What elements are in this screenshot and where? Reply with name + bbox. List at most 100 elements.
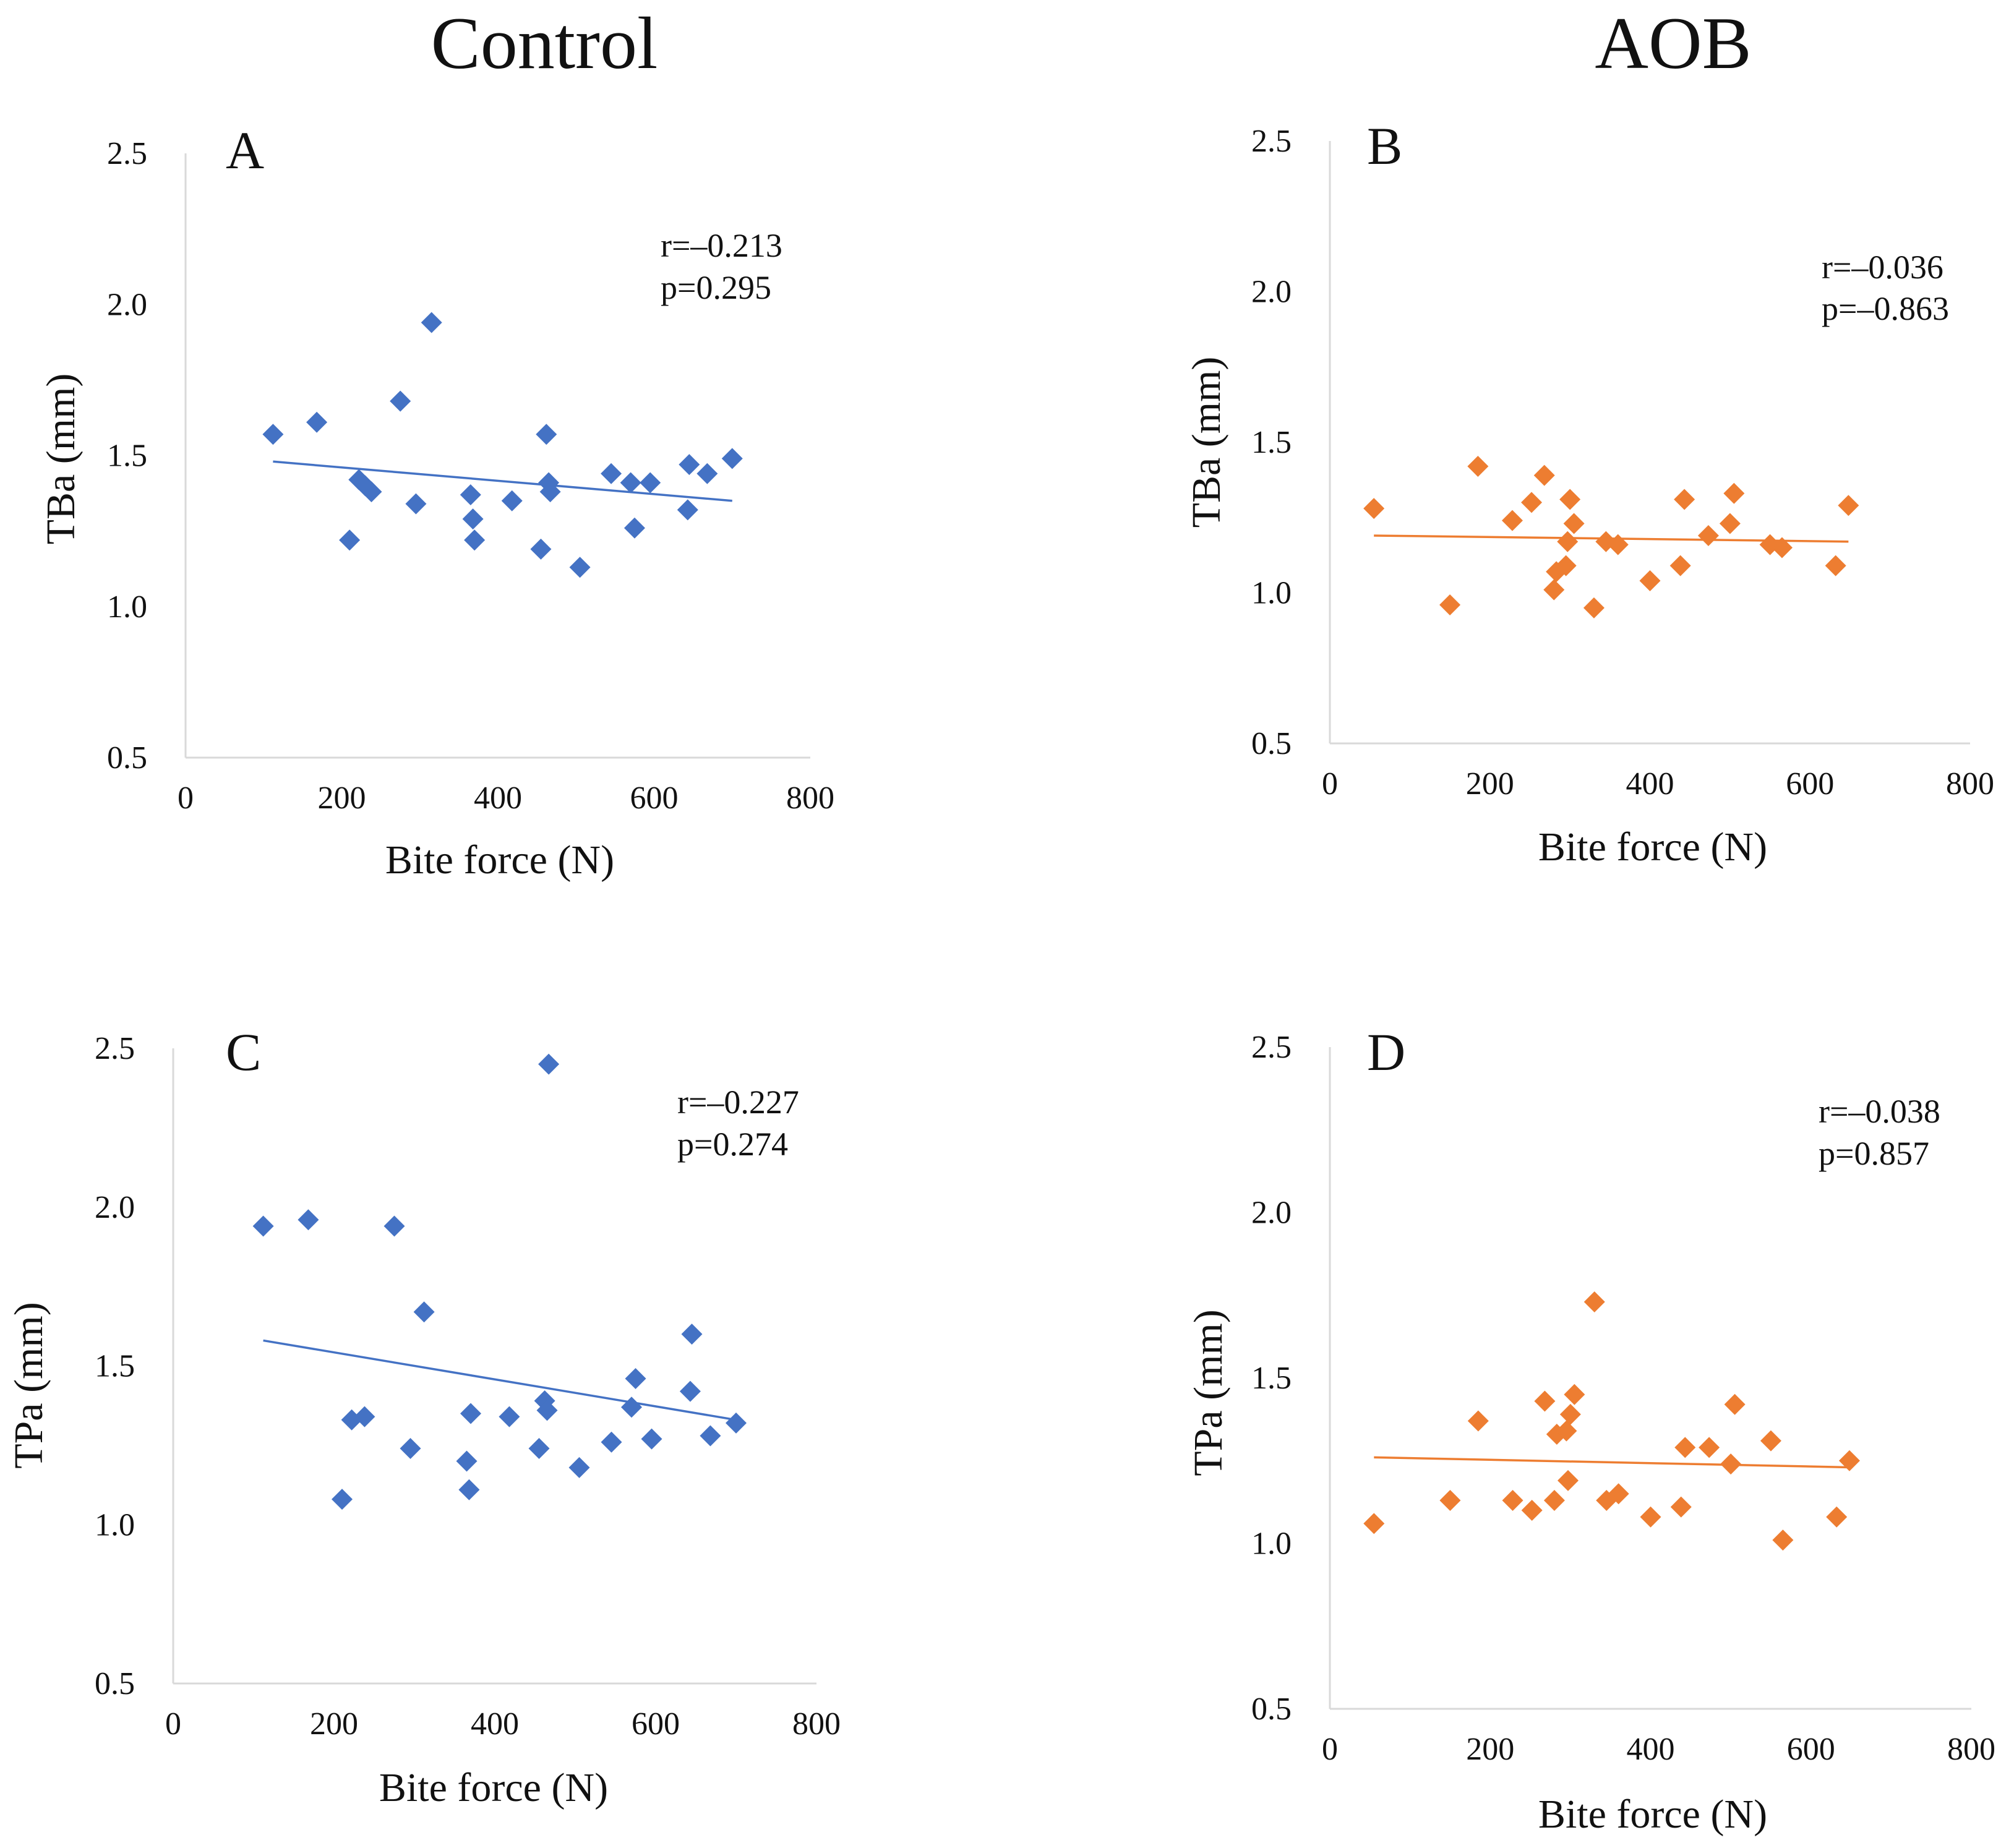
data-point xyxy=(601,463,622,484)
x-tick-label: 800 xyxy=(792,1706,841,1742)
y-axis-title: TPa (mm) xyxy=(6,1302,51,1468)
data-point xyxy=(1697,524,1719,546)
data-point xyxy=(1720,1453,1742,1475)
plot-area: 0 200 400 600 800 0.5 1.0 1.5 2.0 2.5 xyxy=(1251,1030,1995,1767)
panel-b: B r=–0.036 p=–0.863 Bite force (N) TBa (… xyxy=(1184,116,1994,870)
data-point xyxy=(252,1215,274,1237)
data-point xyxy=(1699,1437,1720,1458)
data-point xyxy=(1674,1437,1696,1458)
data-point xyxy=(1838,495,1859,516)
data-point xyxy=(361,481,382,503)
data-point xyxy=(1670,1496,1692,1518)
y-tick-label: 2.5 xyxy=(1251,124,1292,159)
panel-label: C xyxy=(226,1022,261,1082)
x-tick-label: 600 xyxy=(1787,1732,1835,1767)
r-value: r=–0.227 xyxy=(677,1084,799,1121)
data-point xyxy=(390,390,411,412)
x-tick-label: 400 xyxy=(1626,766,1674,802)
data-point xyxy=(1639,570,1661,592)
data-point xyxy=(1724,1393,1746,1415)
data-point xyxy=(569,557,591,578)
data-point xyxy=(1559,489,1581,510)
data-point xyxy=(458,1479,480,1500)
y-tick-label: 1.5 xyxy=(107,438,147,474)
data-point xyxy=(1559,1403,1581,1425)
r-value: r=–0.213 xyxy=(661,227,782,264)
trendline xyxy=(1374,1456,1850,1469)
data-point xyxy=(536,1400,558,1421)
y-axis-title: TBa (mm) xyxy=(1184,357,1229,528)
data-point xyxy=(1719,513,1741,534)
data-point xyxy=(700,1425,721,1447)
x-tick-label: 0 xyxy=(165,1706,181,1742)
y-tick-label: 2.5 xyxy=(1251,1030,1292,1065)
data-point xyxy=(501,490,523,511)
data-point xyxy=(460,484,481,506)
data-point xyxy=(1439,1489,1461,1511)
data-point xyxy=(539,481,561,503)
data-point xyxy=(1521,1500,1543,1521)
data-point xyxy=(405,493,427,515)
y-tick-label: 2.5 xyxy=(95,1031,135,1066)
data-point xyxy=(1838,1450,1860,1471)
data-point xyxy=(1467,455,1489,477)
y-tick-label: 0.5 xyxy=(95,1666,135,1701)
data-point xyxy=(298,1209,319,1231)
data-point xyxy=(1557,1469,1579,1491)
data-point xyxy=(1534,1390,1556,1412)
panel-a: A r=–0.213 p=0.295 Bite force (N) TBa (m… xyxy=(38,121,834,883)
data-point xyxy=(1771,537,1793,558)
plot-area: 0 200 400 600 800 0.5 1.0 1.5 2.0 2.5 xyxy=(95,1031,841,1742)
y-tick-label: 1.0 xyxy=(1251,1526,1292,1562)
p-value: p=0.857 xyxy=(1819,1135,1929,1172)
data-point xyxy=(1723,482,1745,504)
data-point xyxy=(1467,1410,1489,1432)
x-tick-label: 0 xyxy=(1322,1732,1338,1767)
data-point xyxy=(568,1457,590,1478)
data-point xyxy=(462,508,484,530)
data-point xyxy=(1583,1291,1605,1312)
data-point xyxy=(1543,1489,1565,1511)
data-point xyxy=(306,411,328,433)
data-point xyxy=(1543,579,1565,601)
panel-label: A xyxy=(226,121,264,180)
data-point xyxy=(1557,531,1579,552)
plot-area: 0 200 400 600 800 0.5 1.0 1.5 2.0 2.5 xyxy=(1251,124,1994,802)
r-value: r=–0.038 xyxy=(1819,1093,1940,1130)
data-point xyxy=(1674,489,1695,510)
column-title-control: Control xyxy=(431,2,658,84)
y-tick-label: 2.0 xyxy=(107,287,147,322)
data-point xyxy=(623,517,645,539)
data-point xyxy=(621,1397,642,1418)
data-point xyxy=(1607,534,1629,555)
column-title-aob: AOB xyxy=(1595,2,1751,84)
y-tick-label: 2.0 xyxy=(1251,1196,1292,1231)
data-point xyxy=(620,472,641,494)
panel-label: B xyxy=(1367,116,1402,176)
y-tick-label: 2.0 xyxy=(95,1190,135,1225)
y-tick-label: 0.5 xyxy=(1251,726,1292,761)
x-axis-title: Bite force (N) xyxy=(1538,1792,1767,1837)
x-tick-label: 200 xyxy=(318,781,366,816)
data-point xyxy=(1826,1506,1848,1528)
data-point xyxy=(1439,594,1461,615)
x-tick-label: 400 xyxy=(471,1706,519,1742)
x-axis-title: Bite force (N) xyxy=(1538,824,1767,870)
data-point xyxy=(499,1406,520,1427)
y-tick-label: 1.5 xyxy=(95,1349,135,1384)
data-point xyxy=(721,448,743,469)
x-tick-label: 200 xyxy=(1466,766,1514,802)
data-point xyxy=(262,424,284,445)
data-point xyxy=(332,1489,353,1510)
data-point xyxy=(456,1450,478,1472)
plot-area: 0 200 400 600 800 0.5 1.0 1.5 2.0 2.5 xyxy=(107,136,834,816)
y-axis-title: TPa (mm) xyxy=(1186,1309,1231,1476)
data-point xyxy=(536,424,557,445)
x-tick-label: 0 xyxy=(1322,766,1338,802)
panel-d: D r=–0.038 p=0.857 Bite force (N) TPa (m… xyxy=(1186,1022,1995,1837)
y-tick-label: 0.5 xyxy=(107,740,147,776)
data-point xyxy=(726,1412,747,1434)
x-tick-label: 800 xyxy=(786,781,834,816)
data-point xyxy=(1555,555,1577,576)
